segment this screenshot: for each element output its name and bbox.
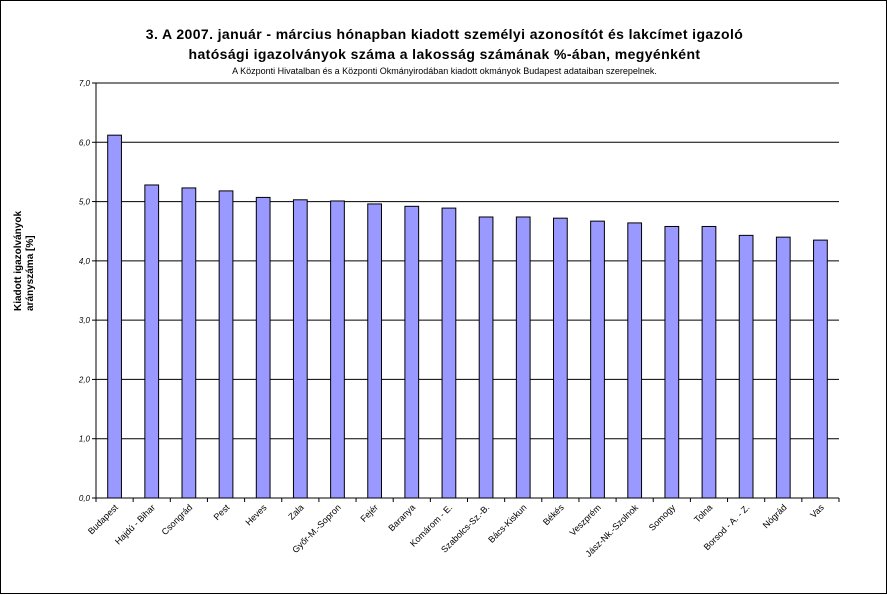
y-tick-label: 2,0 [78, 375, 91, 384]
bar [107, 134, 122, 499]
bar [775, 236, 791, 499]
x-tick-label: Békés [541, 502, 566, 527]
y-tick-label: 5,0 [79, 198, 91, 207]
y-tick-label: 0,0 [79, 494, 91, 503]
chart-subtitle: A Központi Hivatalban és a Központi Okmá… [232, 66, 657, 76]
bar [738, 234, 754, 499]
x-tick-label: Tolna [692, 502, 714, 524]
x-tick-label: Csongrád [160, 502, 195, 537]
bar [181, 187, 197, 499]
y-tick-label: 1,0 [79, 435, 91, 444]
chart-title-line1: 3. A 2007. január - március hónapban kia… [145, 26, 744, 42]
bar [330, 200, 345, 499]
chart-title-line2: hatósági igazolványok száma a lakosság s… [188, 46, 701, 62]
bar [478, 216, 494, 499]
x-tick-label: Veszprém [568, 502, 603, 537]
bar [813, 239, 828, 499]
x-tick-label: Hajdú - Bihar [113, 502, 157, 546]
x-tick-label: Zala [286, 502, 305, 521]
y-tick-label: 6,0 [79, 138, 91, 147]
x-tick-label: Pest [212, 502, 232, 522]
bar [144, 184, 160, 499]
bar [292, 199, 308, 499]
y-tick-label: 7,0 [79, 79, 91, 88]
x-tick-label: Somogy [647, 502, 678, 533]
bar [553, 217, 568, 499]
x-tick-label: Bács-Kiskun [486, 502, 528, 544]
bar [664, 225, 680, 499]
bar [701, 225, 717, 499]
y-tick-label: 3,0 [79, 316, 91, 325]
x-tick-label: Fejér [358, 502, 380, 524]
bar [590, 220, 605, 499]
x-tick-label: Baranya [386, 502, 417, 533]
bar [255, 196, 271, 499]
bar [441, 207, 457, 499]
x-tick-label: Heves [243, 502, 268, 527]
x-tick-label: Vas [808, 502, 826, 520]
y-tick-label: 4,0 [79, 257, 91, 266]
bar [367, 203, 382, 499]
bar [218, 190, 234, 499]
bar [627, 222, 643, 499]
bar [404, 205, 420, 499]
x-tick-label: Budapest [86, 502, 120, 536]
bar [515, 216, 531, 499]
plot-area [96, 83, 839, 498]
x-tick-label: Nógrád [761, 502, 789, 530]
